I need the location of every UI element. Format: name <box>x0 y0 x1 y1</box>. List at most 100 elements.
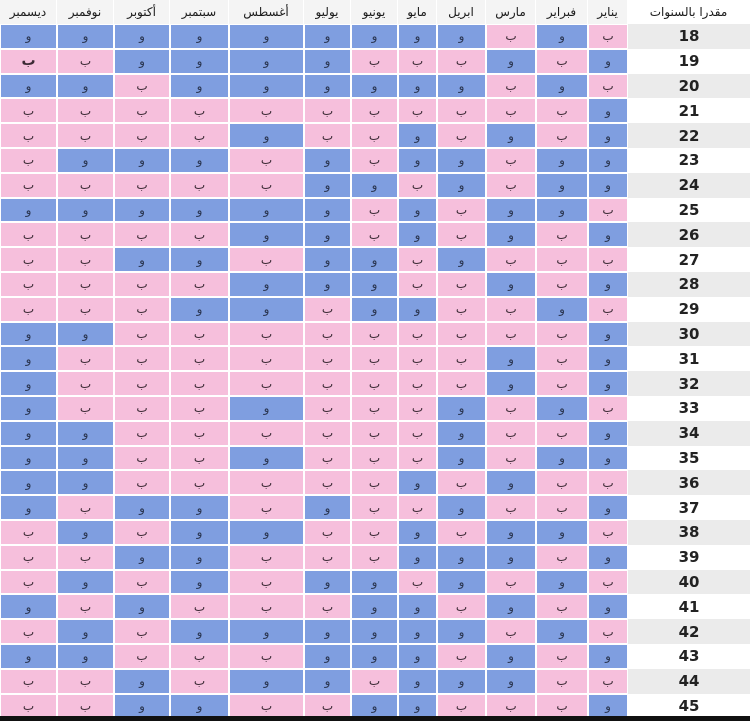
gender-cell: ب <box>437 222 486 248</box>
gender-cell: ب <box>170 420 229 446</box>
gender-cell: ب <box>486 148 536 173</box>
gender-cell: ب <box>536 346 588 372</box>
gender-cell: ب <box>536 321 588 347</box>
gender-cell: ب <box>114 420 170 446</box>
gender-cell: و <box>536 148 588 173</box>
age-cell: 42 <box>628 619 750 644</box>
gender-cell: و <box>351 73 398 99</box>
gender-cell: و <box>437 73 486 99</box>
gender-cell: و <box>536 569 588 595</box>
gender-cell: و <box>351 594 398 620</box>
gender-cell: ب <box>304 346 351 372</box>
gender-cell: و <box>170 544 229 570</box>
gender-cell: و <box>486 544 536 570</box>
gender-cell: ب <box>437 470 486 496</box>
gender-cell: ب <box>486 296 536 322</box>
gender-cell: ب <box>114 172 170 198</box>
gender-cell: و <box>114 693 170 719</box>
gender-cell: و <box>229 296 304 322</box>
gender-cell: ب <box>536 544 588 570</box>
gender-cell: و <box>486 222 536 248</box>
gender-cell: ب <box>170 321 229 347</box>
month-header: ابريل <box>437 0 486 24</box>
gender-cell: ب <box>57 247 114 272</box>
gender-cell: ب <box>304 123 351 148</box>
gender-cell: و <box>57 24 114 49</box>
gender-cell: ب <box>229 544 304 570</box>
gender-cell: و <box>57 197 114 223</box>
gender-cell: و <box>170 619 229 644</box>
gender-cell: ب <box>114 371 170 396</box>
gender-cell: ب <box>398 569 437 595</box>
gender-cell: و <box>170 197 229 223</box>
gender-cell: ب <box>351 495 398 520</box>
gender-cell: ب <box>114 321 170 347</box>
gender-cell: و <box>0 197 57 223</box>
gender-cell: ب <box>351 371 398 396</box>
gender-cell: و <box>486 371 536 396</box>
gender-cell: و <box>398 73 437 99</box>
gender-cell: ب <box>398 98 437 124</box>
gender-cell: ب <box>229 247 304 272</box>
gender-cell: ب <box>229 594 304 620</box>
gender-cell: و <box>588 445 628 471</box>
gender-cell: و <box>398 296 437 322</box>
gender-cell: ب <box>536 594 588 620</box>
gender-cell: ب <box>57 544 114 570</box>
gender-cell: ب <box>57 346 114 372</box>
gender-cell: ب <box>57 172 114 198</box>
gender-cell: و <box>114 495 170 520</box>
gender-cell: ب <box>0 148 57 173</box>
month-header: فبراير <box>536 0 588 24</box>
age-cell: 40 <box>628 569 750 595</box>
gender-cell: ب <box>398 346 437 372</box>
gender-cell: ب <box>57 594 114 620</box>
gender-cell: و <box>437 172 486 198</box>
gender-cell: ب <box>588 668 628 694</box>
gender-cell: ب <box>229 98 304 124</box>
gender-cell: ب <box>304 520 351 545</box>
gender-cell: ب <box>486 321 536 347</box>
gender-cell: و <box>0 420 57 446</box>
gender-cell: و <box>398 644 437 669</box>
gender-cell: ب <box>170 445 229 471</box>
gender-cell: ب <box>588 296 628 322</box>
gender-cell: و <box>114 48 170 74</box>
gender-cell: و <box>486 123 536 148</box>
gender-cell: ب <box>351 544 398 570</box>
gender-cell: و <box>588 272 628 297</box>
month-header: مارس <box>486 0 536 24</box>
gender-cell: و <box>486 644 536 669</box>
gender-cell: ب <box>229 644 304 669</box>
gender-cell: و <box>588 544 628 570</box>
gender-cell: ب <box>351 222 398 248</box>
gender-cell: و <box>536 296 588 322</box>
gender-cell: و <box>114 148 170 173</box>
gender-cell: و <box>229 445 304 471</box>
gender-cell: و <box>588 172 628 198</box>
month-header: نوفمبر <box>57 0 114 24</box>
gender-cell: و <box>351 619 398 644</box>
gender-cell: و <box>229 520 304 545</box>
gender-cell: ب <box>0 222 57 248</box>
gender-cell: ب <box>588 520 628 545</box>
gender-cell: و <box>437 148 486 173</box>
gender-cell: ب <box>304 445 351 471</box>
gender-cell: ب <box>437 98 486 124</box>
gender-cell: و <box>170 495 229 520</box>
gender-cell: و <box>351 272 398 297</box>
gender-cell: و <box>114 594 170 620</box>
gender-cell: و <box>304 495 351 520</box>
gender-cell: و <box>229 48 304 74</box>
gender-cell: و <box>170 247 229 272</box>
gender-cell: ب <box>0 520 57 545</box>
gender-cell: و <box>536 73 588 99</box>
gender-cell: ب <box>398 495 437 520</box>
gender-cell: ب <box>170 222 229 248</box>
age-cell: 19 <box>678 52 700 71</box>
gender-cell: و <box>536 445 588 471</box>
gender-cell: و <box>57 619 114 644</box>
gender-cell: و <box>229 73 304 99</box>
gender-cell: ب <box>170 346 229 372</box>
age-cell: 22 <box>628 123 750 148</box>
